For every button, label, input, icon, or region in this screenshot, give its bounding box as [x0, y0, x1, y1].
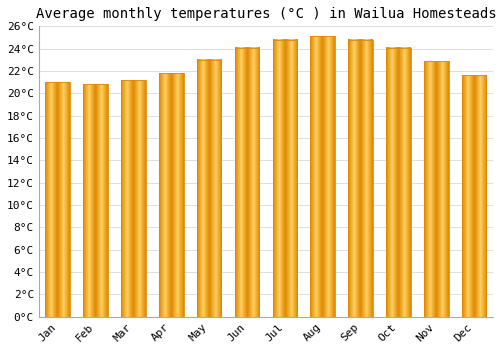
- Bar: [348, 40, 373, 317]
- Bar: [84, 84, 108, 317]
- Bar: [46, 82, 70, 317]
- Bar: [424, 61, 448, 317]
- Title: Average monthly temperatures (°C ) in Wailua Homesteads: Average monthly temperatures (°C ) in Wa…: [36, 7, 496, 21]
- Bar: [462, 76, 486, 317]
- Bar: [310, 36, 335, 317]
- Bar: [121, 80, 146, 317]
- Bar: [272, 40, 297, 317]
- Bar: [197, 60, 222, 317]
- Bar: [234, 48, 260, 317]
- Bar: [159, 73, 184, 317]
- Bar: [386, 48, 410, 317]
